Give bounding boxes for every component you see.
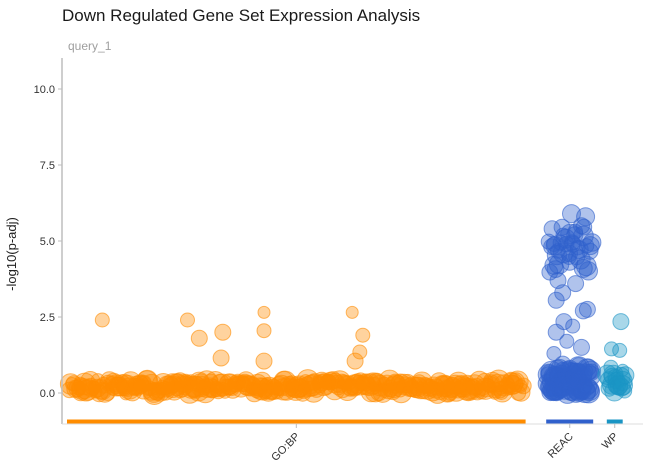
data-point	[449, 381, 467, 399]
data-point	[546, 346, 562, 361]
data-point	[616, 363, 630, 377]
data-point	[580, 236, 600, 256]
data-point	[257, 305, 271, 319]
data-point	[553, 218, 571, 236]
data-point	[564, 235, 582, 253]
data-point	[612, 313, 630, 331]
data-point	[579, 380, 600, 401]
data-point	[256, 323, 272, 339]
x-tick-label: GO:BP	[269, 431, 302, 464]
data-point	[180, 312, 195, 328]
data-point	[212, 349, 230, 367]
data-point	[352, 344, 368, 360]
x-tick-label: WP	[600, 431, 621, 452]
data-point	[547, 323, 565, 341]
data-point	[612, 342, 628, 358]
data-point	[559, 333, 575, 349]
data-point	[580, 360, 601, 381]
y-tick-label: 0.0	[40, 388, 55, 400]
data-point	[443, 376, 461, 394]
source-bar	[606, 419, 623, 424]
y-ticks: 0.0 2.5 5.0 7.5 10.0	[34, 84, 62, 400]
data-point	[562, 204, 581, 224]
y-tick-label: 7.5	[40, 160, 55, 172]
y-tick-label: 2.5	[40, 312, 55, 324]
data-point	[346, 352, 364, 370]
data-point	[345, 305, 359, 319]
source-bar	[67, 419, 526, 424]
data-point	[567, 223, 584, 240]
data-point	[355, 327, 371, 343]
data-point	[545, 236, 565, 256]
data-point	[565, 318, 581, 334]
data-point	[554, 355, 572, 373]
data-point	[573, 258, 593, 278]
y-tick-label: 10.0	[34, 84, 55, 96]
data-point	[573, 217, 590, 235]
data-point	[511, 382, 531, 402]
chart-title: Down Regulated Gene Set Expression Analy…	[62, 6, 421, 25]
data-point	[573, 338, 590, 356]
chart-subtitle: query_1	[68, 39, 112, 53]
source-bars	[67, 419, 623, 424]
y-axis-label: -log10(p-adj)	[4, 217, 19, 291]
data-point	[570, 357, 588, 375]
data-point	[617, 383, 633, 399]
data-point	[255, 352, 273, 370]
data-point	[582, 378, 598, 394]
data-point	[514, 377, 532, 395]
source-bar	[546, 419, 594, 424]
data-point	[190, 329, 208, 347]
data-point	[603, 359, 619, 375]
x-ticks: GO:BP REAC WP	[269, 424, 621, 464]
data-point	[582, 233, 602, 252]
x-tick-label: REAC	[546, 431, 576, 461]
data-point	[546, 260, 565, 279]
data-point	[580, 365, 601, 387]
y-tick-label: 5.0	[40, 236, 55, 248]
data-point	[574, 302, 592, 320]
data-point	[547, 291, 565, 309]
data-point	[567, 275, 585, 293]
data-point	[576, 207, 596, 227]
data-point	[561, 253, 579, 271]
data-point	[544, 255, 564, 275]
points-layer	[59, 204, 635, 405]
data-point	[578, 261, 599, 281]
data-point	[94, 312, 110, 328]
data-point	[214, 323, 232, 341]
